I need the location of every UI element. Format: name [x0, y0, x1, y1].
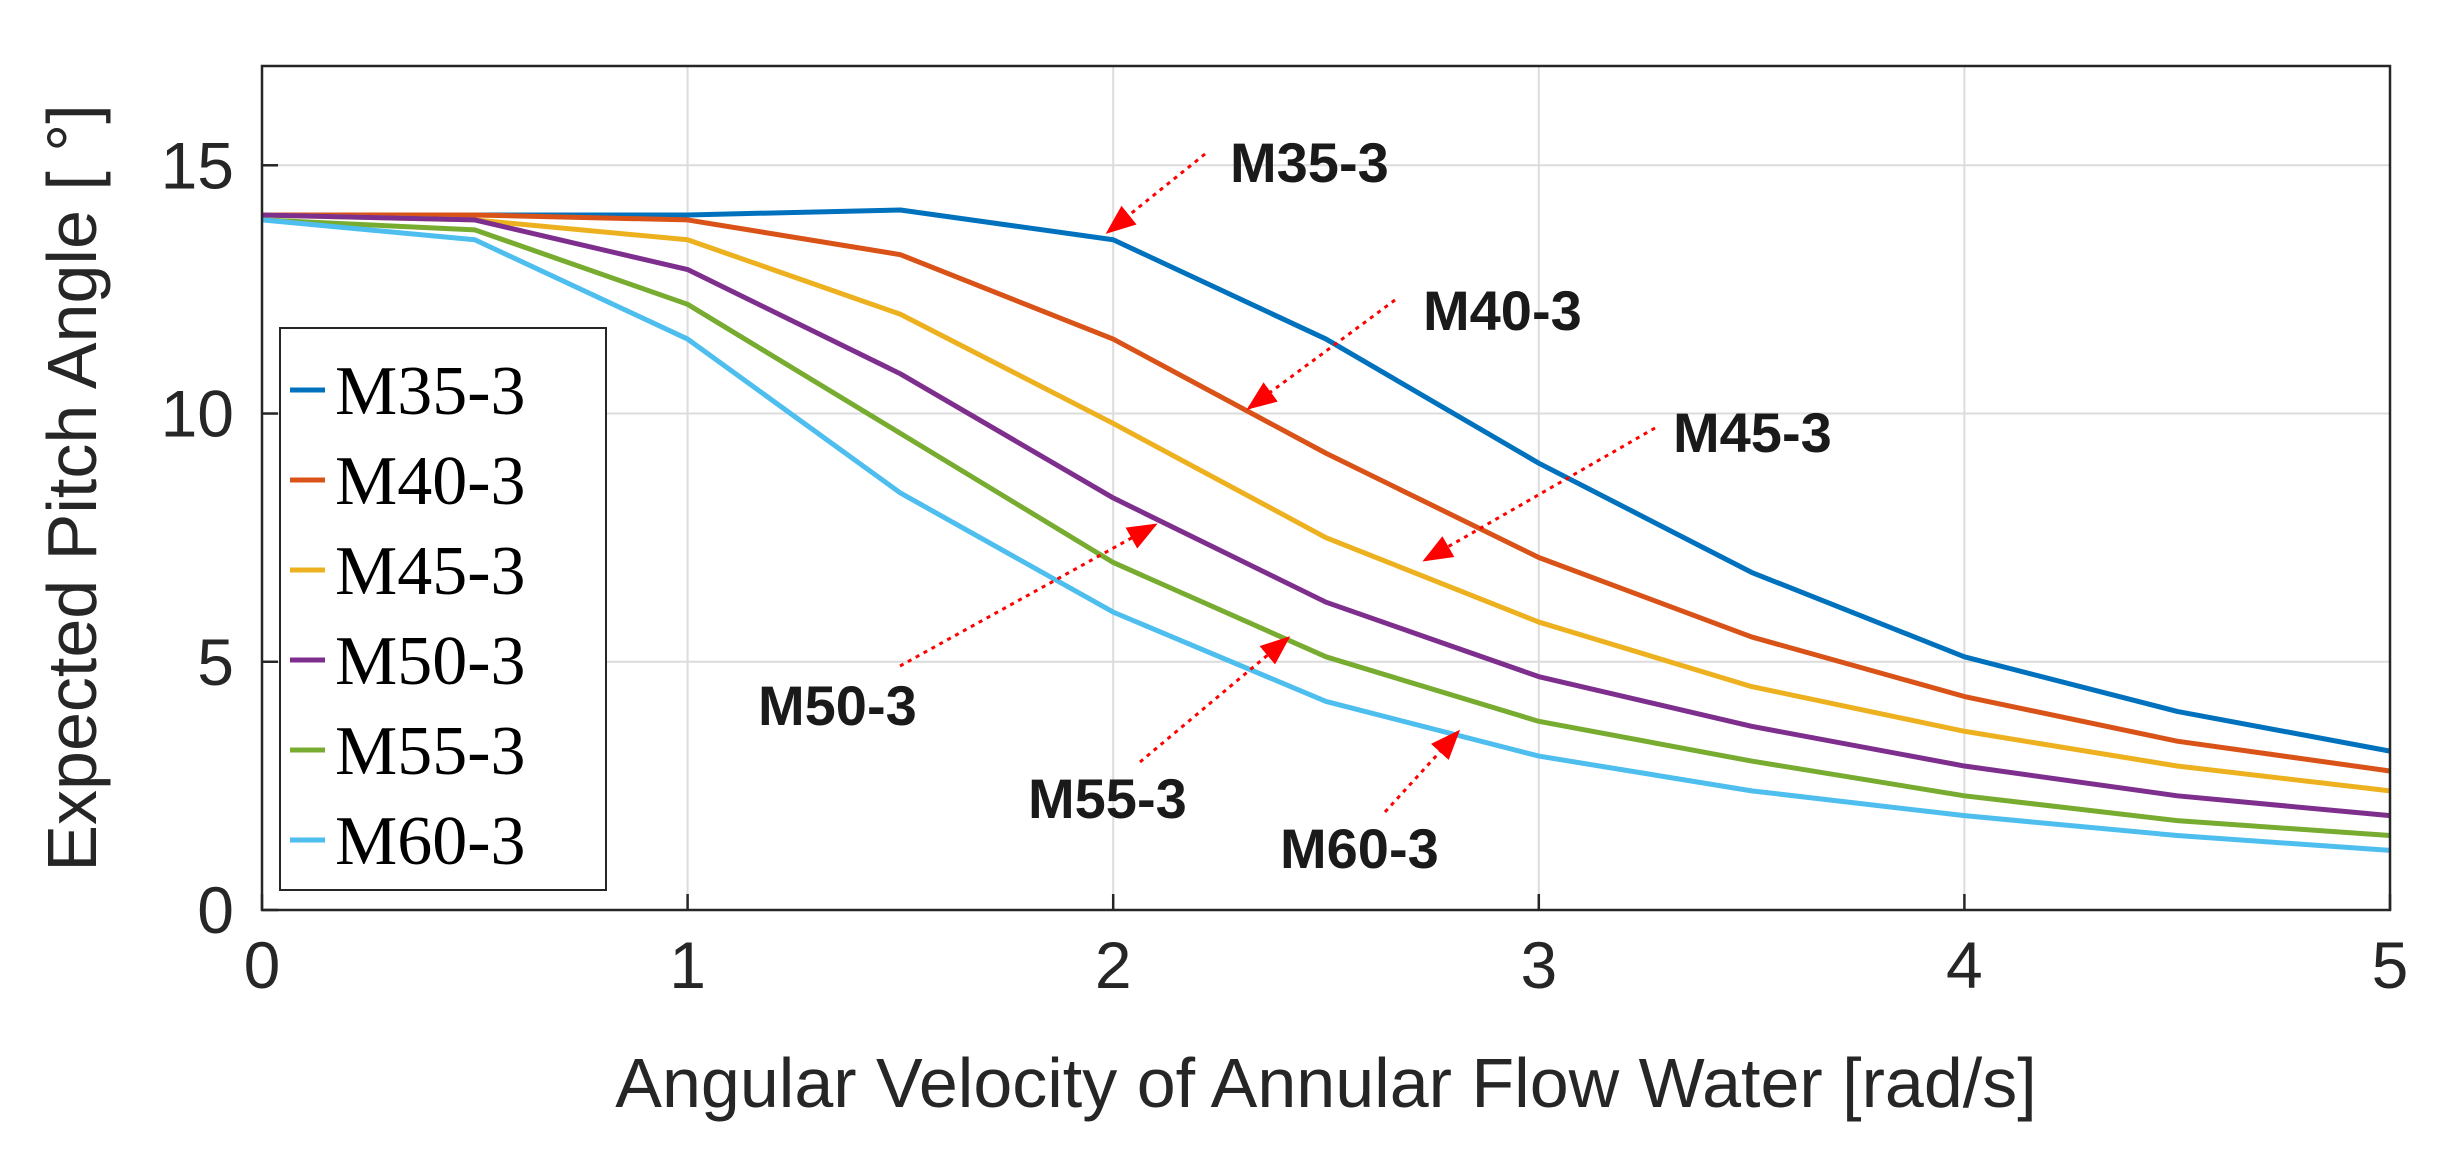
y-tick-label: 15 — [161, 128, 234, 202]
legend-label-m45-3: M45-3 — [335, 533, 526, 610]
annotations: M35-3 M40-3 M45-3 M50-3 M55-3 M60-3 — [758, 131, 1832, 880]
annotation-label-m35-3: M35-3 — [1230, 131, 1389, 194]
x-tick-label: 3 — [1520, 928, 1557, 1002]
x-axis-title: Angular Velocity of Annular Flow Water [… — [615, 1044, 2036, 1122]
series-line-m45-3 — [261, 212, 2391, 794]
y-axis-title: Expected Pitch Angle [ °] — [33, 104, 111, 871]
annotation-label-m40-3: M40-3 — [1423, 279, 1582, 342]
annotation-label-m55-3: M55-3 — [1028, 767, 1187, 830]
annotation-arrow-m60-3 — [1383, 729, 1461, 814]
series-line-m55-3 — [261, 217, 2391, 839]
x-tick-label: 1 — [669, 928, 706, 1002]
x-tick-label: 4 — [1946, 928, 1983, 1002]
legend-label-m40-3: M40-3 — [335, 443, 526, 520]
series-line-m40-3 — [262, 212, 2391, 774]
annotation-arrow-m40-3 — [1246, 298, 1396, 410]
series-lines — [261, 207, 2391, 853]
annotation-label-m50-3: M50-3 — [758, 674, 917, 737]
x-tick-label: 0 — [244, 928, 281, 1002]
plot-frame — [260, 64, 2392, 912]
series-line-m60-3 — [261, 217, 2391, 853]
y-tick-label: 5 — [197, 625, 234, 699]
annotation-label-m60-3: M60-3 — [1280, 817, 1439, 880]
series-line-m35-3 — [262, 207, 2391, 754]
legend-label-m35-3: M35-3 — [335, 353, 526, 430]
y-tick-label: 0 — [197, 873, 234, 947]
legend-label-m50-3: M50-3 — [335, 623, 526, 700]
annotation-arrow-m50-3 — [899, 523, 1158, 668]
x-tick-label: 5 — [2372, 928, 2409, 1002]
legend: M35-3 M40-3 M45-3 M50-3 M55-3 M60-3 — [279, 327, 607, 891]
series-line-m50-3 — [261, 212, 2391, 819]
annotation-arrow-m35-3 — [1105, 152, 1206, 234]
legend-box — [279, 327, 607, 891]
legend-label-m60-3: M60-3 — [335, 803, 526, 880]
legend-label-m55-3: M55-3 — [335, 713, 526, 790]
plot-area — [262, 66, 2390, 910]
axis-ticks: 0 1 2 3 4 5 0 5 10 15 — [161, 128, 2409, 1002]
annotation-label-m45-3: M45-3 — [1673, 401, 1832, 464]
y-tick-label: 10 — [161, 377, 234, 451]
x-tick-label: 2 — [1095, 928, 1132, 1002]
